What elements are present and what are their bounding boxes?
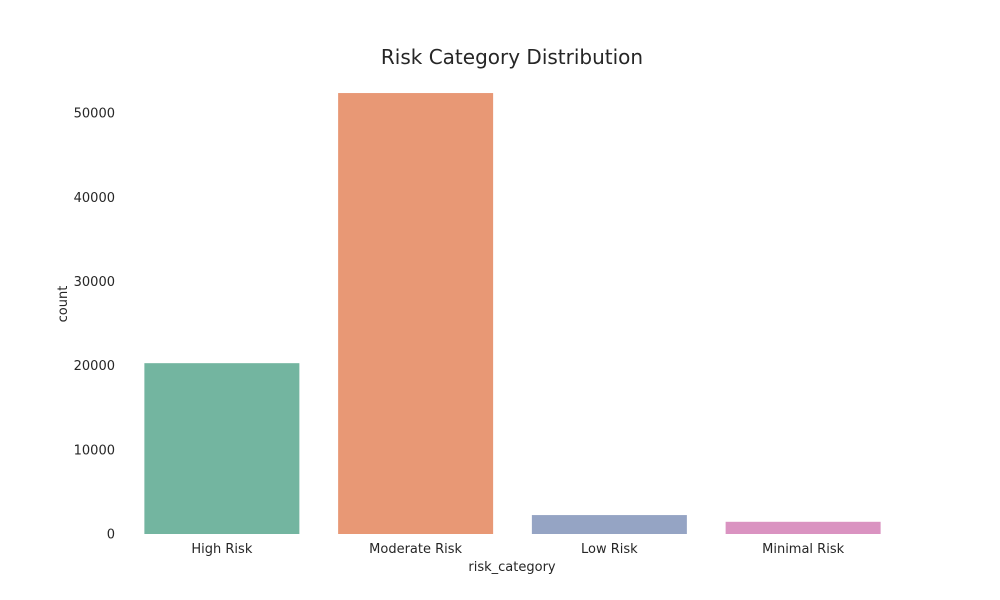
x-tick-label: High Risk	[191, 542, 252, 557]
bar	[338, 93, 494, 534]
bar	[531, 515, 687, 534]
y-tick-label: 30000	[74, 275, 115, 290]
bars	[144, 93, 881, 534]
bar	[725, 521, 881, 534]
y-axis-label: count	[56, 286, 71, 323]
bar	[144, 363, 300, 534]
x-tick-label: Moderate Risk	[369, 542, 462, 557]
y-tick-label: 10000	[74, 443, 115, 458]
y-tick-label: 0	[107, 528, 115, 543]
y-axis-ticks: 0 10000 20000 30000 40000 50000	[74, 107, 115, 543]
x-axis-label: risk_category	[468, 560, 556, 575]
x-tick-label: Minimal Risk	[762, 542, 844, 557]
chart-title: Risk Category Distribution	[381, 45, 643, 69]
y-tick-label: 40000	[74, 191, 115, 206]
x-axis-ticks: High Risk Moderate Risk Low Risk Minimal Ri…	[191, 542, 844, 557]
y-tick-label: 20000	[74, 359, 115, 374]
x-tick-label: Low Risk	[581, 542, 638, 557]
y-tick-label: 50000	[74, 107, 115, 122]
